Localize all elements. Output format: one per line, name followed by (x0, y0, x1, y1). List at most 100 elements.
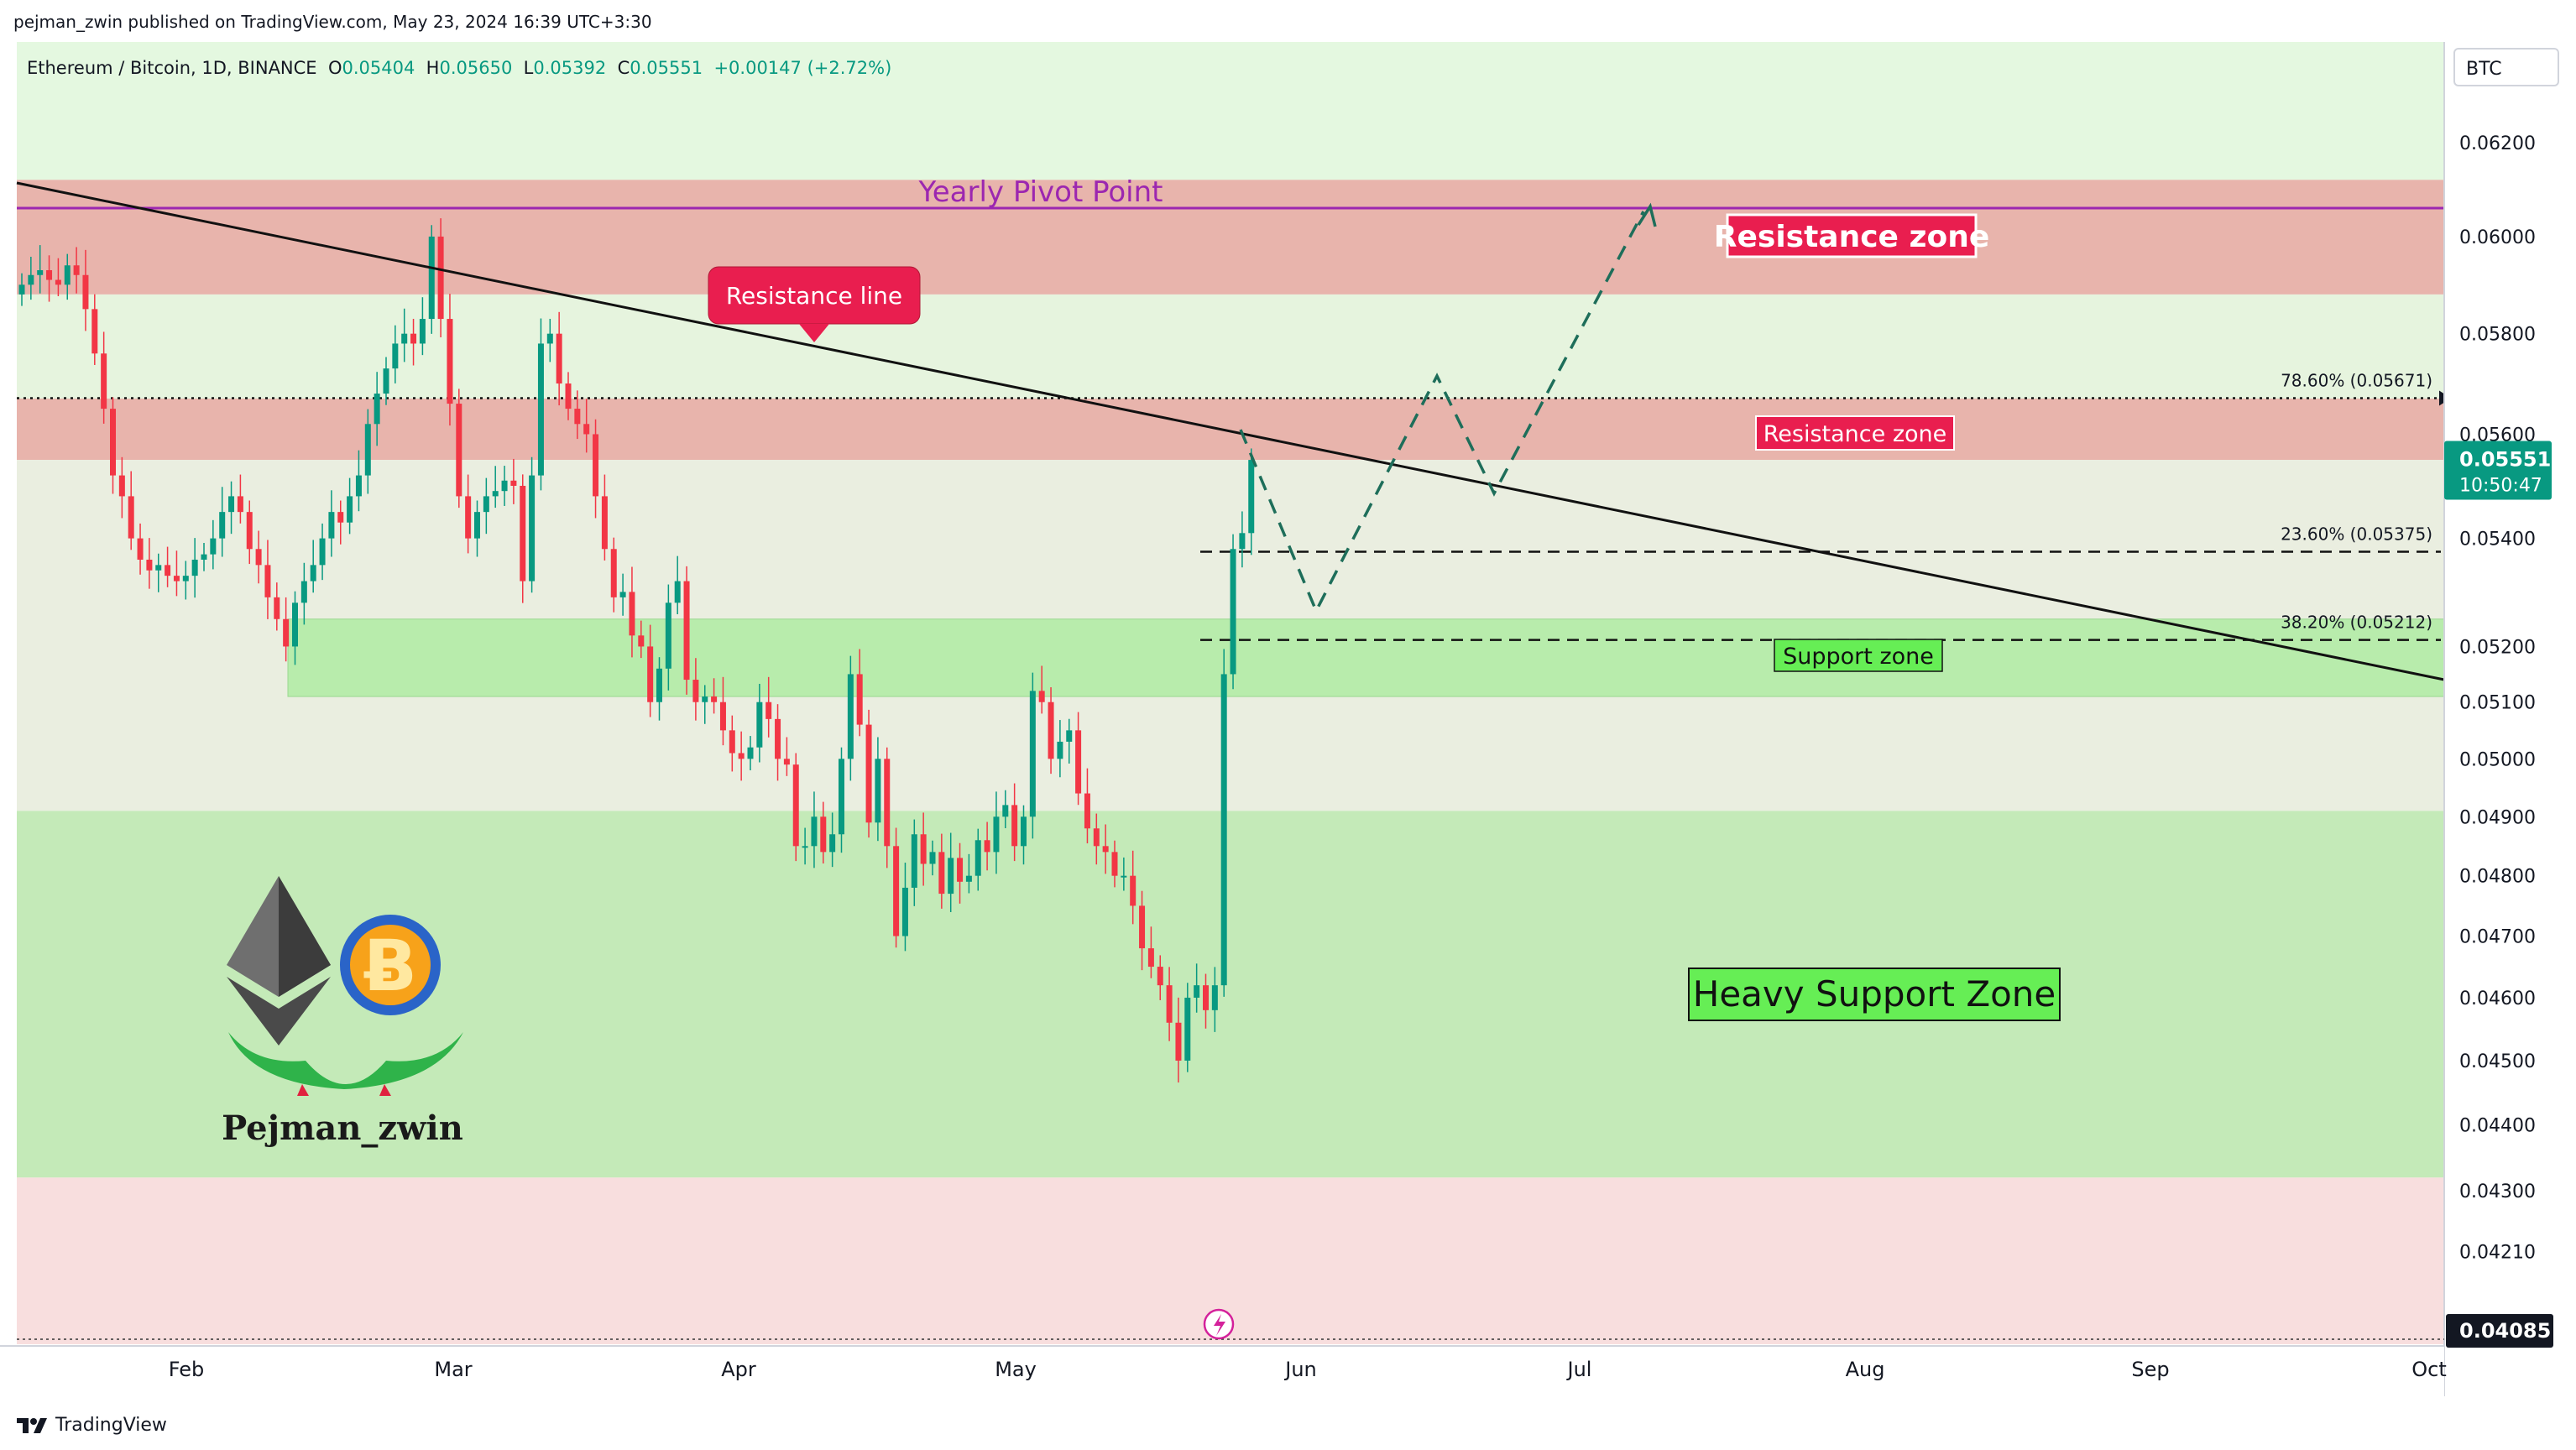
candle-body (146, 559, 153, 571)
heavy-support-badge (1688, 968, 2061, 1021)
descending-resistance-line (16, 181, 2445, 681)
candle-body (802, 846, 808, 848)
candle-body (948, 858, 954, 895)
legend-low-value: 0.05392 (533, 58, 617, 78)
candle-body (447, 319, 453, 404)
candle-body (401, 333, 408, 344)
candle-body (965, 875, 972, 882)
price-tick: 0.04800 (2459, 867, 2536, 888)
candle-body (264, 565, 271, 597)
candle-body (875, 759, 881, 823)
candle-body (647, 646, 654, 702)
price-tick: 0.05200 (2459, 637, 2536, 658)
time-tick: Jun (1283, 1358, 1317, 1381)
candle-body (683, 581, 690, 681)
candle-body (765, 702, 772, 719)
resistance-line-label: Resistance line (726, 282, 902, 310)
candle-body (738, 753, 745, 759)
legend-open-label: O (328, 58, 342, 78)
upper-background (17, 42, 2444, 180)
candle-body (957, 858, 964, 882)
candle-body (182, 576, 189, 582)
candle-body (711, 696, 718, 702)
candle-body (1147, 948, 1154, 968)
legend-symbol: Ethereum / Bitcoin, 1D, BINANCE (27, 58, 328, 78)
candle-body (811, 816, 818, 847)
currency-label[interactable]: BTC (2466, 59, 2502, 80)
candle-body (601, 496, 608, 550)
time-tick: Mar (434, 1358, 472, 1381)
candle-body (364, 424, 371, 476)
watermark-name: Pejman_zwin (222, 1108, 463, 1148)
price-tick: 0.04400 (2459, 1116, 2536, 1137)
candle-body (82, 274, 89, 310)
low-marker-value: 0.04085 (2459, 1319, 2551, 1343)
publish-info: pejman_zwin published on TradingView.com… (13, 12, 652, 32)
candle-body (665, 602, 671, 669)
legend-low-label: L (524, 58, 534, 78)
candle-body (110, 409, 116, 476)
candle-body (292, 602, 298, 647)
candle-body (1111, 852, 1118, 876)
support-zone-badge (1774, 639, 1943, 672)
price-tick: 0.04500 (2459, 1051, 2536, 1072)
candle-body (911, 834, 917, 888)
time-tick: Apr (721, 1358, 756, 1381)
candle-body (920, 834, 927, 864)
candle-body (383, 368, 389, 394)
candle-body (1248, 460, 1255, 534)
footer-brand[interactable]: TradingView (55, 1414, 167, 1436)
legend-close-label: C (618, 58, 630, 78)
currency-button[interactable] (2453, 48, 2559, 86)
candle-body (492, 491, 499, 497)
support-zone (287, 618, 2445, 697)
candle-body (328, 512, 335, 539)
candle-body (347, 496, 353, 523)
candle-body (756, 702, 763, 748)
ethereum-logo-shade (279, 876, 331, 997)
candle-body (465, 496, 472, 539)
price-tick: 0.06200 (2459, 133, 2536, 154)
time-tick: May (995, 1358, 1037, 1381)
tradingview-logo-icon[interactable] (15, 1413, 49, 1437)
candle-body (1121, 875, 1127, 878)
candle-body (556, 333, 562, 384)
candle-body (692, 680, 699, 702)
candle-body (775, 718, 781, 759)
candle-body (638, 635, 645, 647)
candle-body (255, 549, 262, 566)
candle-body (593, 434, 599, 497)
candle-body (1157, 967, 1163, 986)
bar-countdown: 10:50:47 (2459, 475, 2542, 496)
candle-body (929, 852, 936, 864)
legend-high-label: H (426, 58, 440, 78)
candle-body (1002, 805, 1009, 817)
candle-body (1130, 875, 1136, 906)
candle-body (137, 538, 144, 560)
candle-body (993, 816, 1000, 853)
ohlc-legend: Ethereum / Bitcoin, 1D, BINANCE O0.05404… (27, 58, 891, 78)
candle-body (228, 496, 235, 513)
price-tick: 0.04600 (2459, 988, 2536, 1009)
resistance-zone-upper-label: Resistance zone (1714, 220, 1989, 254)
candle-body (884, 759, 891, 847)
ethereum-logo-base (227, 977, 331, 1046)
candle-body (91, 309, 98, 354)
lightning-icon (1214, 1314, 1225, 1336)
candle-body (901, 887, 908, 936)
low-marker-tag (2446, 1314, 2553, 1348)
fib-382-label: 38.20% (0.05212) (2281, 613, 2432, 633)
candle-body (300, 581, 307, 603)
candle-body (546, 333, 553, 344)
candle-body (73, 265, 80, 275)
wreath-icon (228, 1032, 463, 1089)
candle-body (702, 696, 708, 702)
candle-body (537, 343, 544, 476)
candle-body (18, 284, 25, 295)
legend-open-value: 0.05404 (342, 58, 426, 78)
resistance-zone-lower-badge (1755, 415, 1955, 451)
candle-body (1075, 730, 1082, 794)
candle-body (719, 702, 726, 731)
time-tick: Aug (1846, 1358, 1885, 1381)
